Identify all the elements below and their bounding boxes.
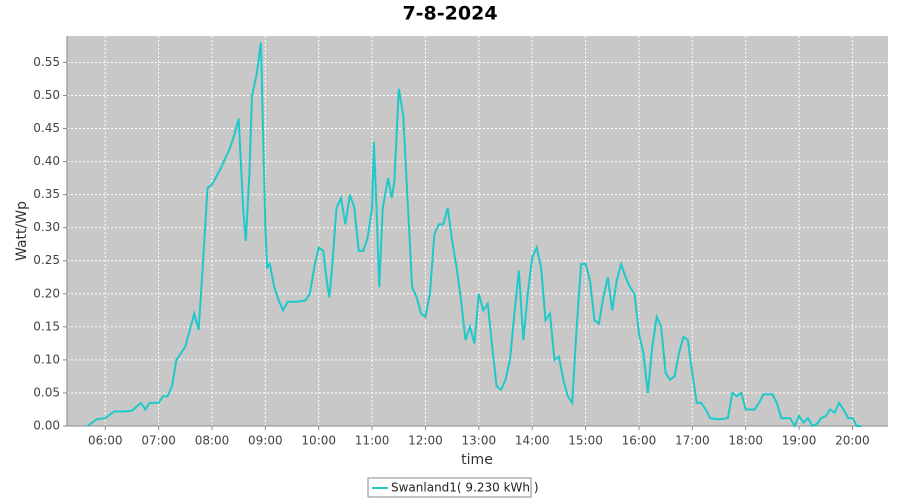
x-tick-label: 08:00 [195, 434, 230, 448]
y-tick-label: 0.00 [33, 419, 60, 433]
y-tick-label: 0.10 [33, 352, 60, 366]
y-tick-label: 0.50 [33, 88, 60, 102]
y-tick-label: 0.20 [33, 286, 60, 300]
legend [367, 477, 532, 498]
x-tick-label: 12:00 [408, 434, 443, 448]
y-tick-label: 0.35 [33, 187, 60, 201]
chart-title: 7-8-2024 [402, 3, 497, 25]
x-tick-label: 15:00 [568, 434, 603, 448]
y-axis-label: Watt/Wp [14, 201, 30, 261]
data-line [86, 42, 862, 429]
y-tick-label: 0.15 [33, 319, 60, 333]
x-tick-label: 14:00 [515, 434, 550, 448]
y-tick-label: 0.25 [33, 253, 60, 267]
y-tick-label: 0.45 [33, 121, 60, 135]
x-tick-label: 20:00 [835, 434, 870, 448]
x-axis-label: time [461, 452, 493, 468]
legend-label: Swanland1( 9.230 kWh ) [391, 481, 539, 495]
x-tick-label: 17:00 [675, 434, 710, 448]
x-tick-label: 18:00 [728, 434, 763, 448]
x-tick-label: 19:00 [782, 434, 817, 448]
y-tick-label: 0.40 [33, 154, 60, 168]
x-tick-label: 13:00 [462, 434, 497, 448]
y-tick-label: 0.30 [33, 220, 60, 234]
plot-area [67, 36, 888, 426]
x-tick-label: 10:00 [301, 434, 336, 448]
y-tick-label: 0.05 [33, 385, 60, 399]
x-tick-label: 09:00 [248, 434, 283, 448]
x-tick-label: 06:00 [88, 434, 123, 448]
x-tick-label: 07:00 [141, 434, 176, 448]
x-tick-label: 16:00 [622, 434, 657, 448]
y-tick-label: 0.55 [33, 55, 60, 69]
x-tick-label: 11:00 [355, 434, 390, 448]
